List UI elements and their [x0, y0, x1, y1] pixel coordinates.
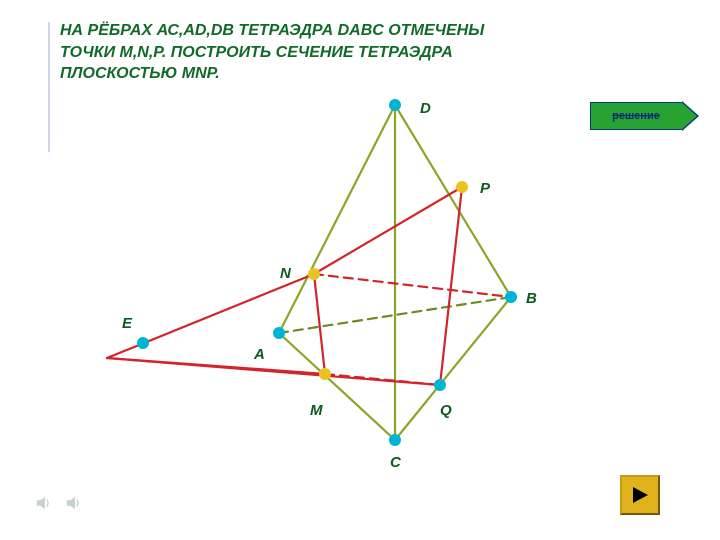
- label-N: N: [280, 265, 291, 282]
- point-A: [273, 327, 285, 339]
- play-button[interactable]: [620, 475, 660, 515]
- point-P: [456, 181, 468, 193]
- point-M: [319, 368, 331, 380]
- point-B: [505, 291, 517, 303]
- tetrahedron-diagram: [0, 0, 720, 540]
- label-P: P: [480, 180, 490, 197]
- point-D: [389, 99, 401, 111]
- label-C: C: [390, 454, 401, 471]
- point-Q: [434, 379, 446, 391]
- label-B: B: [526, 290, 537, 307]
- label-A: A: [254, 346, 265, 363]
- point-E: [137, 337, 149, 349]
- point-N: [308, 268, 320, 280]
- sound-icon[interactable]: [35, 494, 53, 512]
- sound-icon-group: [35, 494, 83, 512]
- label-M: M: [310, 402, 323, 419]
- play-icon: [630, 485, 650, 505]
- sound-icon[interactable]: [65, 494, 83, 512]
- label-Q: Q: [440, 402, 452, 419]
- point-C: [389, 434, 401, 446]
- label-E: E: [122, 315, 132, 332]
- label-D: D: [420, 100, 431, 117]
